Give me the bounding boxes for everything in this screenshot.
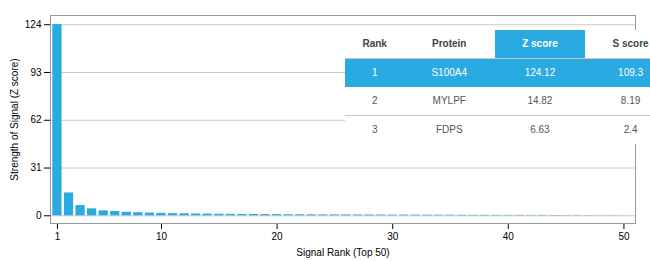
html-text:1: 1 <box>371 67 378 78</box>
html-text:S100A4: S100A4 <box>431 67 467 78</box>
svg-text:10: 10 <box>156 231 168 242</box>
svg-text:62: 62 <box>30 114 42 125</box>
html-text:Protein: Protein <box>432 38 467 49</box>
svg-text:124: 124 <box>25 19 42 30</box>
svg-text:30: 30 <box>387 231 399 242</box>
svg-text:50: 50 <box>618 231 630 242</box>
svg-text:Signal Rank (Top 50): Signal Rank (Top 50) <box>296 247 389 258</box>
svg-text:0: 0 <box>36 210 42 221</box>
svg-text:1: 1 <box>55 231 61 242</box>
html-text:2.4: 2.4 <box>623 124 638 135</box>
svg-text:Strength of Signal (Z score): Strength of Signal (Z score) <box>9 58 20 180</box>
html-text:Rank: Rank <box>362 38 387 49</box>
svg-text:20: 20 <box>272 231 284 242</box>
html-text:3: 3 <box>371 124 378 135</box>
html-text:6.63: 6.63 <box>530 124 550 135</box>
html-text:14.82: 14.82 <box>527 95 553 106</box>
html-text:2: 2 <box>371 95 378 106</box>
svg-text:40: 40 <box>503 231 515 242</box>
html-text:S score: S score <box>612 38 649 49</box>
svg-text:31: 31 <box>30 162 42 173</box>
html-text:Z score: Z score <box>522 38 558 49</box>
html-text:MYLPF: MYLPF <box>432 95 466 106</box>
html-text:124.12: 124.12 <box>524 67 556 78</box>
html-text:FDPS: FDPS <box>435 124 463 135</box>
html-text:8.19: 8.19 <box>620 95 641 106</box>
html-text:109.3: 109.3 <box>618 67 644 78</box>
svg-text:93: 93 <box>30 67 42 78</box>
